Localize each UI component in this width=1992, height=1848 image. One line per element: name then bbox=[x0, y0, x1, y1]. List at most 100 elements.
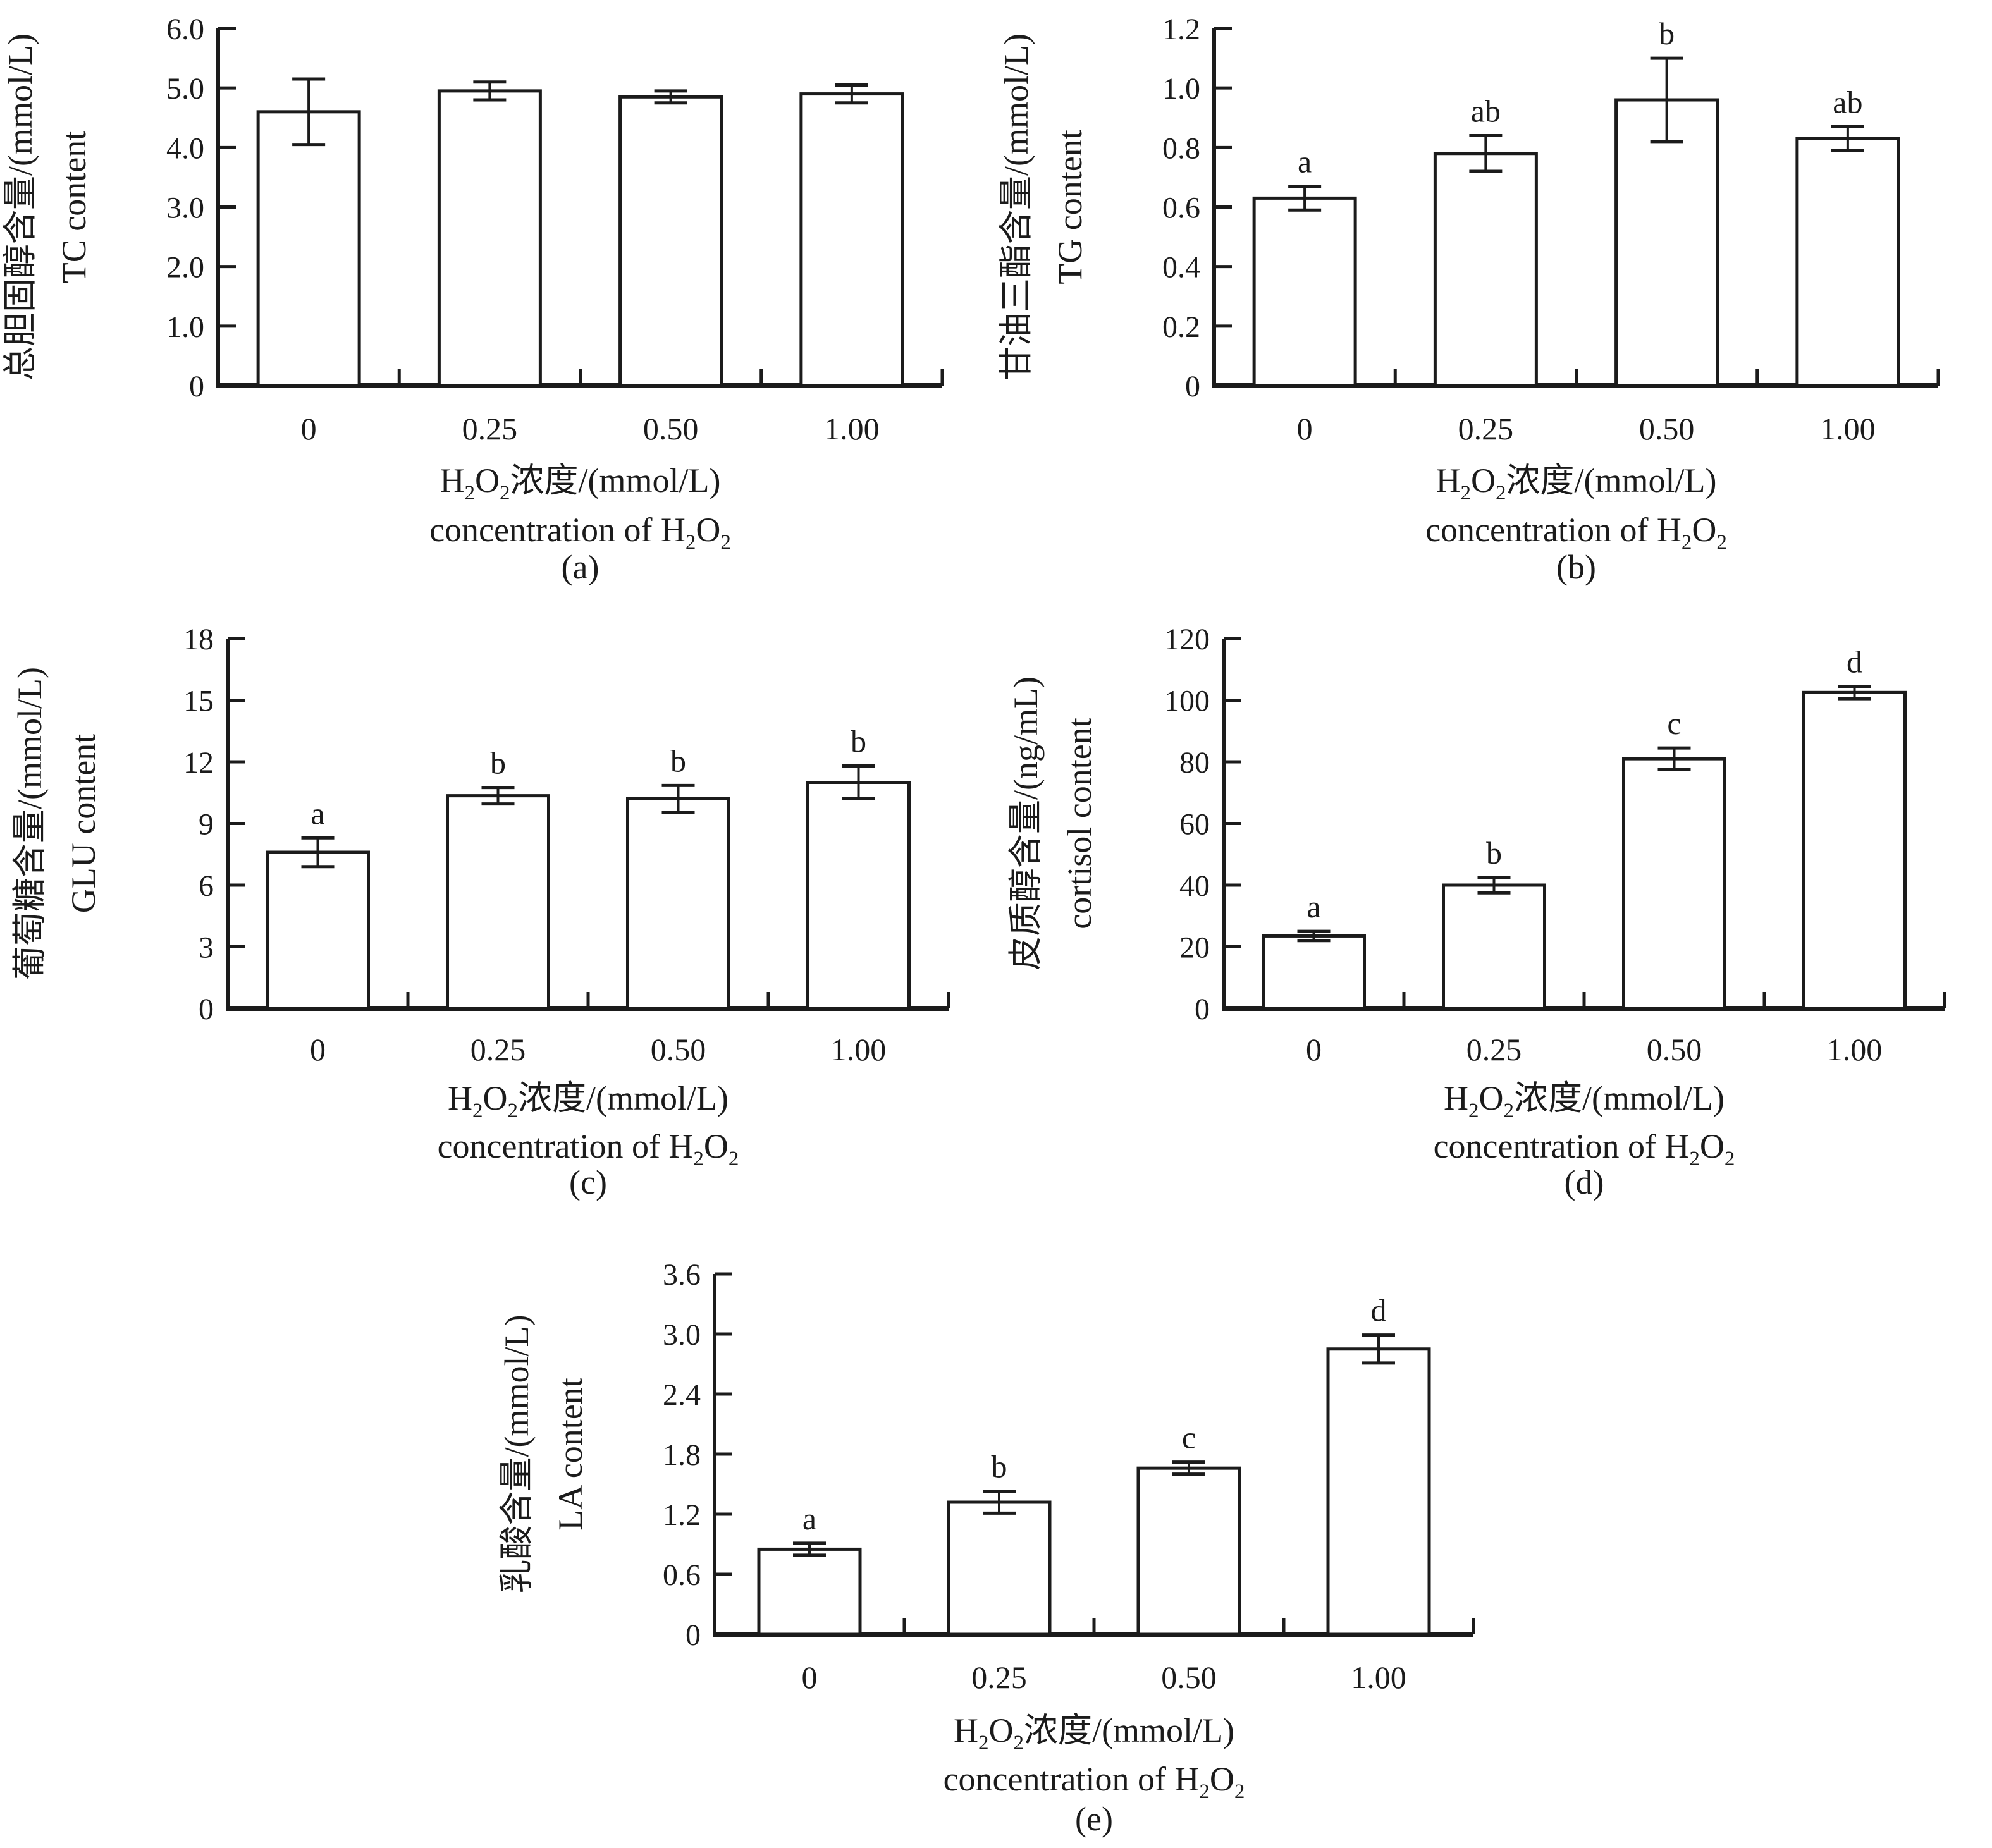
x-tick-label: 0.25 bbox=[971, 1660, 1027, 1695]
bar-0 bbox=[266, 850, 370, 1010]
panel-letter: (e) bbox=[1075, 1800, 1113, 1838]
y-tick-label: 3.6 bbox=[663, 1258, 701, 1292]
y-axis-label-cn: 葡萄糖含量/(mmol/L) bbox=[11, 667, 49, 980]
y-tick-label: 9 bbox=[199, 808, 214, 841]
bar-chart-la: 0 0.6 1.2 1.8 2.4 3.0 3.6 a 0 b 0.25 c 0.50 d 1.00 H2O2… bbox=[498, 1258, 1475, 1838]
chart-panel-a: 0 1.0 2.0 3.0 4.0 5.0 6.0 0 0.25 0.50 1.00 H2O2浓度/(… bbox=[0, 0, 996, 604]
y-tick-label: 12 bbox=[183, 746, 214, 780]
y-axis-label-cn: 皮质醇含量/(ng/mL) bbox=[1007, 676, 1045, 970]
bar-chart-cortisol: 0 20 40 60 80 100 120 a 0 b 0.25 c 0.50 d 1.00 H2O2浓度/(… bbox=[1007, 623, 1946, 1201]
x-axis-title-cn: H2O2浓度/(mmol/L) bbox=[954, 1711, 1234, 1754]
y-tick-label: 1.2 bbox=[1162, 13, 1200, 46]
significance-letter: a bbox=[802, 1501, 816, 1536]
significance-letter: b bbox=[1659, 16, 1675, 51]
bar-0.25 bbox=[446, 794, 550, 1010]
x-tick-label: 0.50 bbox=[651, 1032, 706, 1067]
x-axis-title-cn: H2O2浓度/(mmol/L) bbox=[1436, 462, 1717, 505]
x-tick-label: 0 bbox=[1306, 1032, 1322, 1067]
bar-1.00 bbox=[1326, 1347, 1431, 1636]
bar-chart-glu: 0 3 6 9 12 15 18 a 0 b 0.25 b 0.50 b 1.00 H2O2浓度/(mmol/… bbox=[11, 623, 950, 1201]
x-tick-label: 1.00 bbox=[831, 1032, 887, 1067]
x-tick-label: 0.50 bbox=[643, 411, 699, 446]
x-axis-title-en: concentration of H2O2 bbox=[1425, 511, 1727, 554]
y-tick-label: 0 bbox=[1195, 993, 1210, 1026]
y-tick-label: 1.2 bbox=[663, 1498, 701, 1532]
y-tick-label: 6.0 bbox=[166, 13, 204, 46]
x-tick-label: 0.50 bbox=[1639, 411, 1695, 446]
x-tick-label: 0.25 bbox=[470, 1032, 526, 1067]
significance-letter: b bbox=[851, 724, 866, 759]
x-tick-label: 0.25 bbox=[1466, 1032, 1522, 1067]
significance-letter: a bbox=[310, 795, 324, 831]
y-tick-label: 5.0 bbox=[166, 72, 204, 106]
bar-chart-tg: 0 0.2 0.4 0.6 0.8 1.0 1.2 a 0 ab 0.25 b 0.50 ab 1.00 H2… bbox=[997, 13, 1940, 586]
y-tick-label: 3.0 bbox=[663, 1318, 701, 1352]
panel-letter: (d) bbox=[1565, 1163, 1604, 1201]
y-tick-label: 3 bbox=[199, 931, 214, 965]
y-tick-label: 3.0 bbox=[166, 192, 204, 225]
chart-panel-b: 0 0.2 0.4 0.6 0.8 1.0 1.2 a 0 ab 0.25 b 0.50 ab 1.00 H2… bbox=[996, 0, 1992, 604]
x-axis-title-en: concentration of H2O2 bbox=[438, 1127, 739, 1170]
bar-0 bbox=[1252, 196, 1357, 388]
x-axis-title-en: concentration of H2O2 bbox=[944, 1760, 1245, 1803]
y-axis-label-en: cortisol content bbox=[1061, 718, 1098, 929]
y-axis-label-en: GLU content bbox=[65, 734, 102, 913]
x-tick-label: 0 bbox=[301, 411, 317, 446]
bar-0.25 bbox=[1433, 152, 1538, 388]
y-tick-label: 2.0 bbox=[166, 251, 204, 285]
bar-1.00 bbox=[1795, 137, 1900, 388]
y-tick-label: 0.4 bbox=[1162, 251, 1200, 285]
y-tick-label: 18 bbox=[183, 623, 214, 656]
y-tick-label: 0.6 bbox=[1162, 192, 1200, 225]
panel-letter: (a) bbox=[562, 548, 599, 586]
y-axis-label-cn: 总胆固醇含量/(mmol/L) bbox=[1, 34, 39, 381]
x-tick-label: 0 bbox=[1297, 411, 1313, 446]
significance-letter: ab bbox=[1471, 94, 1501, 129]
x-tick-label: 1.00 bbox=[1351, 1660, 1406, 1695]
bar-0 bbox=[1262, 934, 1366, 1010]
y-tick-label: 0.8 bbox=[1162, 132, 1200, 165]
x-axis-title-cn: H2O2浓度/(mmol/L) bbox=[448, 1079, 729, 1122]
chart-panel-c: 0 3 6 9 12 15 18 a 0 b 0.25 b 0.50 b 1.00 H2O2浓度/(mmol/… bbox=[0, 604, 996, 1208]
bar-0.50 bbox=[626, 797, 730, 1010]
y-tick-label: 100 bbox=[1164, 685, 1210, 718]
bar-1.00 bbox=[806, 781, 911, 1010]
y-axis-label-en: TG content bbox=[1051, 130, 1089, 284]
significance-letter: a bbox=[1306, 889, 1320, 924]
y-axis-label-en: LA content bbox=[551, 1378, 589, 1530]
bar-0.50 bbox=[1136, 1466, 1241, 1636]
y-tick-label: 0 bbox=[199, 993, 214, 1026]
bar-0 bbox=[256, 110, 361, 388]
panel-letter: (b) bbox=[1556, 548, 1596, 586]
x-axis-title-en: concentration of H2O2 bbox=[429, 511, 731, 554]
significance-letter: ab bbox=[1833, 84, 1862, 119]
bar-chart-tc: 0 1.0 2.0 3.0 4.0 5.0 6.0 0 0.25 0.50 1.00 H2O2浓度/(… bbox=[1, 13, 944, 586]
x-axis-title-en: concentration of H2O2 bbox=[1434, 1127, 1735, 1170]
y-tick-label: 1.0 bbox=[166, 310, 204, 344]
significance-letter: c bbox=[1667, 706, 1681, 741]
y-tick-label: 0 bbox=[189, 370, 204, 403]
bar-0 bbox=[757, 1547, 862, 1636]
y-tick-label: 0.2 bbox=[1162, 310, 1200, 344]
y-tick-label: 0 bbox=[686, 1619, 701, 1652]
bar-0.25 bbox=[1442, 883, 1546, 1010]
panel-letter: (c) bbox=[569, 1163, 607, 1201]
y-tick-label: 80 bbox=[1179, 746, 1210, 780]
x-tick-label: 0.25 bbox=[1458, 411, 1514, 446]
x-tick-label: 0 bbox=[802, 1660, 818, 1695]
x-tick-label: 1.00 bbox=[824, 411, 880, 446]
significance-letter: d bbox=[1847, 644, 1862, 680]
y-tick-label: 120 bbox=[1164, 623, 1210, 656]
significance-letter: b bbox=[670, 743, 686, 778]
significance-letter: c bbox=[1182, 1420, 1196, 1455]
significance-letter: b bbox=[992, 1449, 1007, 1484]
x-tick-label: 0.25 bbox=[462, 411, 518, 446]
significance-letter: b bbox=[1486, 835, 1502, 871]
bar-0.25 bbox=[437, 89, 542, 388]
x-axis-title-cn: H2O2浓度/(mmol/L) bbox=[1444, 1079, 1725, 1122]
x-tick-label: 0.50 bbox=[1161, 1660, 1217, 1695]
y-tick-label: 0.6 bbox=[663, 1558, 701, 1592]
x-axis-title-cn: H2O2浓度/(mmol/L) bbox=[440, 462, 721, 505]
y-axis-label-cn: 甘油三酯含量/(mmol/L) bbox=[997, 34, 1035, 381]
